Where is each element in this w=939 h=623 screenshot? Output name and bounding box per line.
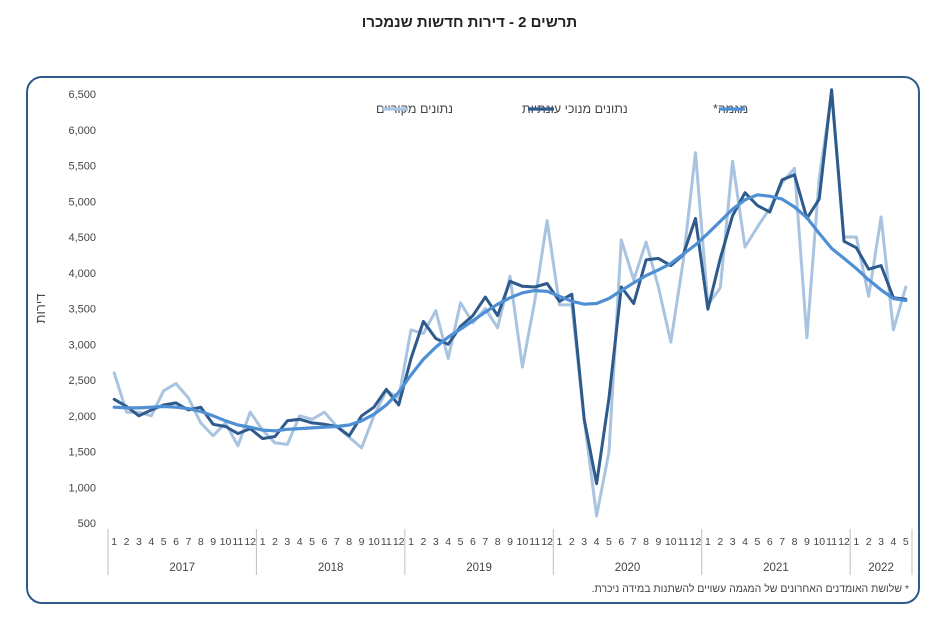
- chart-frame: [26, 76, 920, 604]
- x-tick-month: 11: [529, 536, 540, 548]
- series-line-original: [112, 92, 908, 518]
- x-tick-month: 11: [678, 536, 689, 548]
- x-tick-month: 5: [309, 536, 315, 548]
- y-tick-label: 4,000: [68, 268, 96, 280]
- y-tick-label: 1,000: [68, 482, 96, 494]
- x-tick-month: 7: [482, 536, 488, 548]
- x-tick-month: 3: [284, 536, 290, 548]
- y-tick-label: 1,500: [68, 447, 96, 459]
- x-tick-month: 9: [210, 536, 216, 548]
- x-tick-month: 4: [742, 536, 748, 548]
- y-axis-ticks: 500 1,000 1,500 2,000 2,500 3,000 3,500 4,000 4,…: [68, 89, 96, 530]
- x-tick-month: 12: [393, 536, 405, 548]
- x-tick-month: 4: [297, 536, 303, 548]
- y-tick-label: 5,500: [68, 161, 96, 173]
- x-tick-month: 10: [220, 536, 232, 548]
- x-tick-month: 12: [838, 536, 850, 548]
- x-tick-month: 9: [656, 536, 662, 548]
- y-tick-label: 3,500: [68, 304, 96, 316]
- x-tick-month: 3: [878, 536, 884, 548]
- x-tick-month: 8: [495, 536, 501, 548]
- x-tick-month: 1: [260, 536, 266, 548]
- x-tick-month: 1: [557, 536, 563, 548]
- y-tick-label: 6,500: [68, 89, 96, 101]
- x-tick-month: 8: [792, 536, 798, 548]
- x-tick-year: 2022: [868, 562, 894, 574]
- y-axis-label: דירות: [33, 294, 48, 324]
- x-tick-month: 2: [124, 536, 130, 548]
- y-tick-label: 500: [78, 518, 96, 530]
- x-tick-month: 9: [804, 536, 810, 548]
- x-tick-month: 11: [232, 536, 243, 548]
- y-tick-label: 5,000: [68, 196, 96, 208]
- x-tick-year: 2017: [169, 562, 195, 574]
- legend-label-adjusted: נתונים מנוכי עונתיות: [522, 102, 628, 116]
- x-tick-month: 7: [334, 536, 340, 548]
- x-tick-month: 6: [470, 536, 476, 548]
- x-tick-month: 4: [891, 536, 897, 548]
- x-tick-month: 4: [594, 536, 600, 548]
- x-tick-month: 4: [148, 536, 154, 548]
- x-tick-year: 2019: [466, 562, 492, 574]
- x-tick-month: 2: [717, 536, 723, 548]
- y-tick-label: 6,000: [68, 125, 96, 137]
- x-tick-month: 2: [272, 536, 278, 548]
- x-tick-month: 7: [185, 536, 191, 548]
- series-lines: [112, 88, 908, 518]
- x-tick-month: 7: [631, 536, 637, 548]
- x-tick-month: 2: [866, 536, 872, 548]
- x-tick-year: 2018: [318, 562, 344, 574]
- x-tick-month: 12: [244, 536, 256, 548]
- x-tick-month: 10: [665, 536, 677, 548]
- x-tick-month: 5: [754, 536, 760, 548]
- x-tick-month: 5: [606, 536, 612, 548]
- x-tick-month: 11: [826, 536, 837, 548]
- x-tick-month: 3: [433, 536, 439, 548]
- x-tick-month: 3: [581, 536, 587, 548]
- x-tick-month: 4: [445, 536, 451, 548]
- x-tick-month: 8: [643, 536, 649, 548]
- x-tick-month: 6: [173, 536, 179, 548]
- x-tick-month: 1: [705, 536, 711, 548]
- x-tick-month: 1: [408, 536, 414, 548]
- x-tick-month: 1: [111, 536, 117, 548]
- x-tick-month: 2: [420, 536, 426, 548]
- y-tick-label: 2,500: [68, 375, 96, 387]
- x-tick-month: 7: [779, 536, 785, 548]
- y-tick-label: 3,000: [68, 339, 96, 351]
- x-tick-month: 3: [136, 536, 142, 548]
- series-line-trend: [112, 193, 908, 433]
- x-tick-year: 2021: [763, 562, 789, 574]
- chart-title: תרשים 2 - דירות חדשות שנמכרו: [361, 14, 578, 31]
- x-tick-month: 5: [458, 536, 464, 548]
- x-tick-month: 11: [381, 536, 392, 548]
- x-tick-month: 8: [346, 536, 352, 548]
- footnote: * שלושת האומדנים האחרונים של המגמה עשויי…: [591, 583, 909, 595]
- series-line-adjusted: [112, 88, 908, 486]
- x-tick-month: 1: [853, 536, 859, 548]
- x-tick-month: 9: [507, 536, 513, 548]
- y-tick-label: 2,000: [68, 411, 96, 423]
- x-tick-month: 8: [198, 536, 204, 548]
- x-tick-month: 9: [359, 536, 365, 548]
- x-tick-month: 12: [690, 536, 702, 548]
- x-tick-month: 6: [322, 536, 328, 548]
- x-tick-month: 3: [730, 536, 736, 548]
- legend: נתונים מקוריים נתונים מנוכי עונתיות מגמה*: [376, 102, 748, 116]
- x-tick-month: 12: [541, 536, 553, 548]
- x-tick-month: 6: [618, 536, 624, 548]
- x-tick-year: 2020: [615, 562, 641, 574]
- x-tick-month: 2: [569, 536, 575, 548]
- x-tick-month: 10: [368, 536, 380, 548]
- x-tick-month: 10: [517, 536, 529, 548]
- y-tick-label: 4,500: [68, 232, 96, 244]
- x-tick-month: 5: [161, 536, 167, 548]
- x-tick-month: 6: [767, 536, 773, 548]
- legend-label-original: נתונים מקוריים: [376, 102, 453, 116]
- x-tick-month: 5: [903, 536, 909, 548]
- x-tick-month: 10: [813, 536, 825, 548]
